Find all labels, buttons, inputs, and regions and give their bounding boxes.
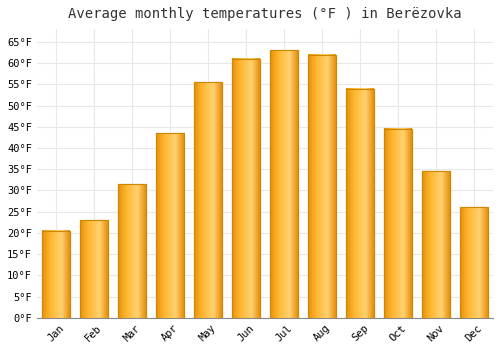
Bar xyxy=(232,59,260,318)
Bar xyxy=(80,220,108,318)
Bar xyxy=(232,59,260,318)
Bar xyxy=(270,50,297,318)
Title: Average monthly temperatures (°F ) in Berëzovka: Average monthly temperatures (°F ) in Be… xyxy=(68,7,462,21)
Bar xyxy=(156,133,184,318)
Bar xyxy=(270,50,297,318)
Bar xyxy=(80,220,108,318)
Bar xyxy=(194,82,222,318)
Bar xyxy=(460,208,487,318)
Bar xyxy=(118,184,146,318)
Bar xyxy=(42,231,70,318)
Bar xyxy=(308,55,336,318)
Bar xyxy=(42,231,70,318)
Bar xyxy=(118,184,146,318)
Bar xyxy=(346,89,374,318)
Bar xyxy=(156,133,184,318)
Bar xyxy=(346,89,374,318)
Bar xyxy=(422,172,450,318)
Bar xyxy=(460,208,487,318)
Bar xyxy=(308,55,336,318)
Bar xyxy=(422,172,450,318)
Bar xyxy=(384,129,411,318)
Bar xyxy=(194,82,222,318)
Bar xyxy=(384,129,411,318)
